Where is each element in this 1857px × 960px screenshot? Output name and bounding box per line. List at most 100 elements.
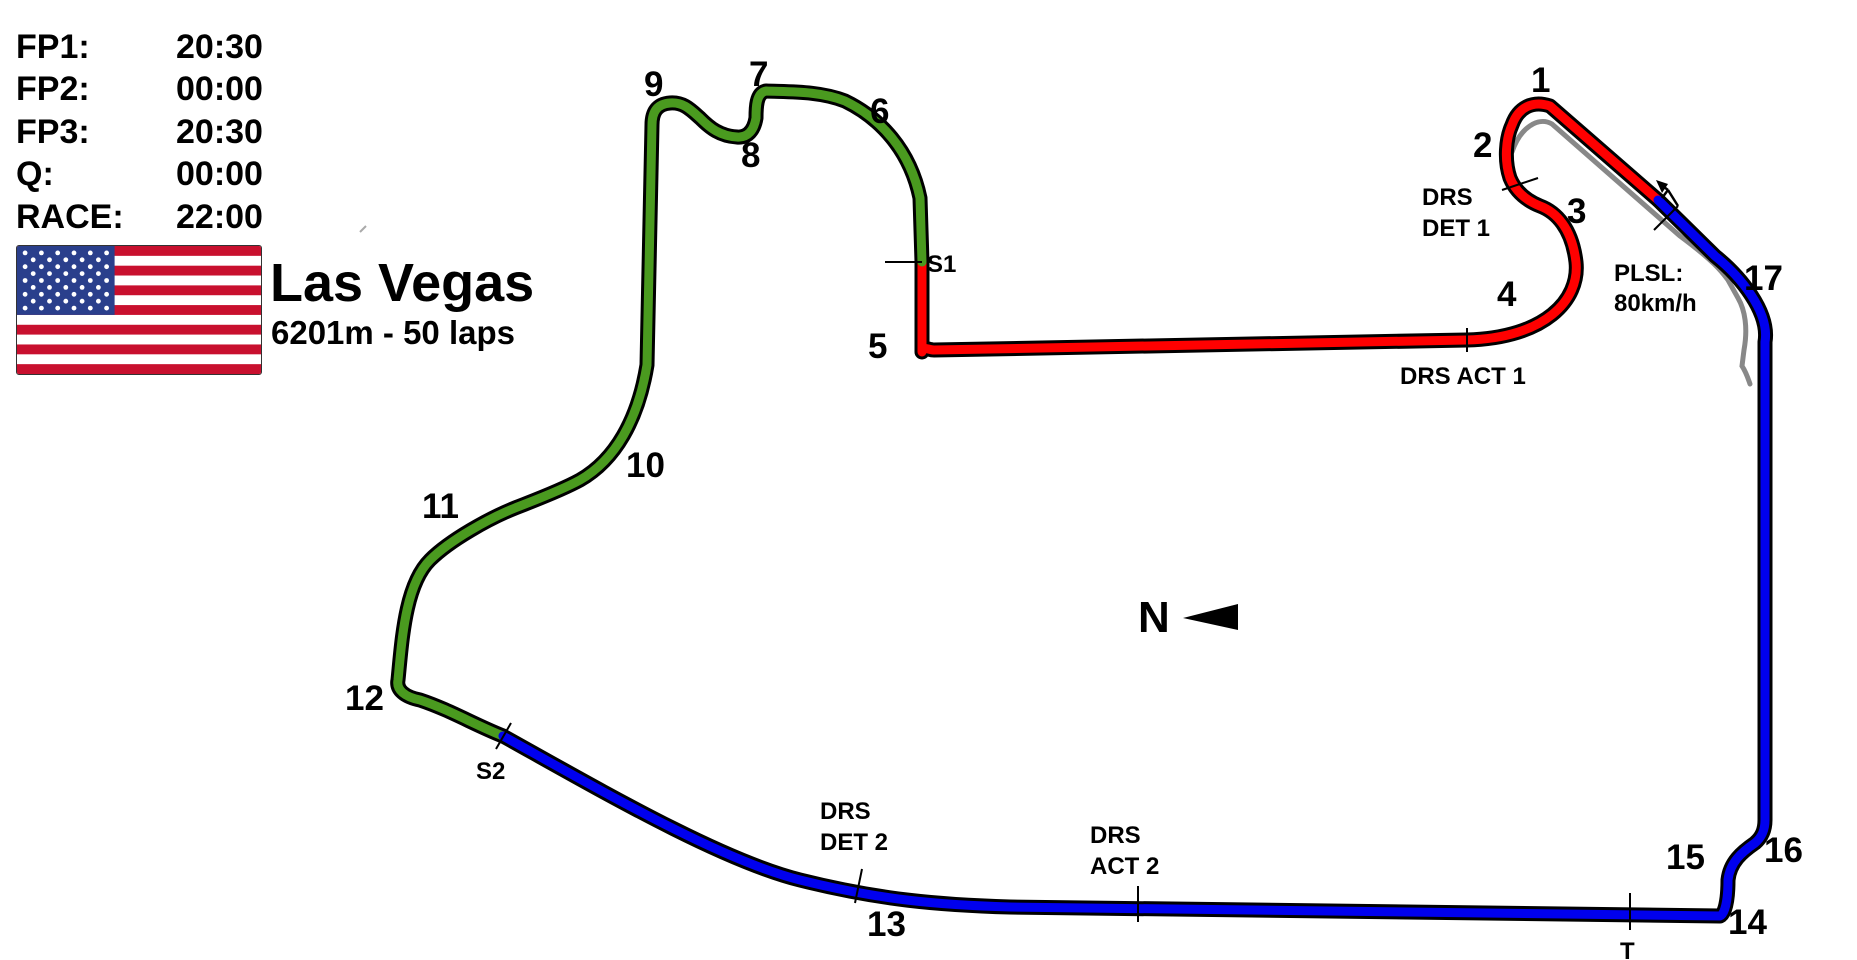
flag-star — [22, 264, 28, 270]
pit-exit-tick — [1653, 205, 1679, 231]
flag-star — [71, 264, 77, 270]
flag-star — [104, 264, 109, 270]
flag-star — [22, 305, 28, 311]
corner-label: 14 — [1728, 903, 1767, 942]
flag-star — [79, 298, 85, 304]
decorative-mark — [359, 225, 367, 233]
flag-star — [96, 298, 101, 304]
flag-star — [96, 271, 101, 276]
flag-star — [39, 250, 44, 256]
session-row: Q: 00:00 — [16, 154, 263, 197]
flag-star — [71, 305, 77, 311]
flag-stripe — [17, 354, 261, 365]
flag-star — [47, 285, 52, 290]
corner-label: 9 — [644, 65, 663, 104]
flag-star — [87, 250, 93, 256]
compass-label: N — [1138, 593, 1170, 642]
flag-stripe — [17, 334, 261, 345]
flag-stripe — [17, 295, 261, 306]
flag-stripe — [17, 265, 261, 276]
session-row: FP2: 00:00 — [16, 69, 263, 112]
flag-star — [39, 278, 44, 283]
flag-star — [71, 250, 77, 256]
track-name: Las Vegas — [270, 253, 535, 313]
flag-star — [22, 250, 28, 256]
drs-det1-label: DRS — [1422, 184, 1473, 211]
sector-2 — [393, 86, 927, 741]
flag-star — [63, 257, 69, 263]
flag-star — [22, 278, 28, 283]
track-info: 6201m - 50 laps — [271, 314, 515, 351]
flag-star — [63, 271, 69, 276]
flag-stripe — [17, 305, 261, 316]
corner-label: 17 — [1744, 259, 1783, 298]
session-label: FP2: — [16, 70, 90, 109]
flag-stripe — [17, 314, 261, 326]
flag-star — [22, 291, 28, 297]
t-label: T — [1620, 938, 1635, 960]
north-arrow-icon — [1183, 604, 1238, 630]
flag-star — [96, 257, 101, 263]
corner-label: 12 — [345, 679, 384, 718]
flag-stripe — [17, 246, 261, 257]
flag-star — [30, 257, 36, 263]
session-label: FP3: — [16, 112, 90, 151]
session-time: 00:00 — [176, 155, 263, 194]
flag-star — [79, 271, 85, 276]
session-time: 22:00 — [176, 197, 263, 236]
usa-flag-icon — [16, 245, 262, 375]
session-label: RACE: — [16, 197, 124, 236]
session-time: 00:00 — [176, 70, 263, 109]
flag-star — [96, 285, 101, 290]
corner-label: 1 — [1531, 61, 1550, 100]
flag-stripe — [17, 344, 261, 355]
flag-stripe — [17, 364, 261, 374]
flag-stripe — [17, 275, 261, 286]
session-row: FP3: 20:30 — [16, 111, 263, 154]
pit-limit-label: 80km/h — [1614, 290, 1697, 317]
s1-label: S1 — [927, 251, 956, 278]
drs-det2-label: DET 2 — [820, 829, 888, 856]
session-schedule: FP1: 20:30 FP2: 00:00 FP3: 20:30 Q: 00:00 RA… — [16, 26, 263, 239]
flag-star — [87, 291, 93, 297]
flag-star — [47, 271, 52, 276]
flag-star — [79, 285, 85, 290]
flag-star — [55, 278, 61, 283]
flag-stripe — [17, 255, 261, 266]
s2-tick — [495, 722, 512, 750]
drs-det1-tick — [1501, 177, 1539, 191]
session-time: 20:30 — [176, 112, 263, 151]
corner-label: 6 — [870, 92, 889, 131]
flag-star — [55, 264, 61, 270]
session-label: FP1: — [16, 27, 90, 66]
flag-star — [55, 291, 61, 297]
corner-label: 13 — [867, 905, 906, 944]
flag-star — [87, 264, 93, 270]
pit-lane — [1509, 119, 1753, 387]
flag-star — [104, 250, 109, 256]
flag-graphic — [17, 246, 261, 374]
corner-label: 10 — [626, 446, 665, 485]
corner-label: 3 — [1567, 192, 1586, 231]
corner-label: 2 — [1473, 126, 1492, 165]
corner-label: 4 — [1497, 275, 1517, 314]
drs-act1-label: DRS ACT 1 — [1400, 363, 1526, 390]
corner-label: 5 — [868, 327, 887, 366]
flag-star — [39, 305, 44, 311]
drs-det1-label: DET 1 — [1422, 215, 1490, 242]
flag-star — [71, 278, 77, 283]
flag-star — [71, 291, 77, 297]
session-label: Q: — [16, 155, 54, 194]
drs-act2-label: DRS — [1090, 822, 1141, 849]
flag-star — [104, 305, 109, 311]
flag-star — [39, 264, 44, 270]
corner-label: 7 — [749, 55, 768, 94]
flag-stripe — [17, 324, 261, 335]
corner-label: 8 — [741, 136, 760, 175]
flag-star — [39, 291, 44, 297]
pit-exit-arrowhead — [1656, 180, 1668, 193]
flag-star — [47, 298, 52, 304]
corner-label: 11 — [422, 487, 459, 526]
session-row: FP1: 20:30 — [16, 26, 263, 69]
flag-star — [55, 305, 61, 311]
